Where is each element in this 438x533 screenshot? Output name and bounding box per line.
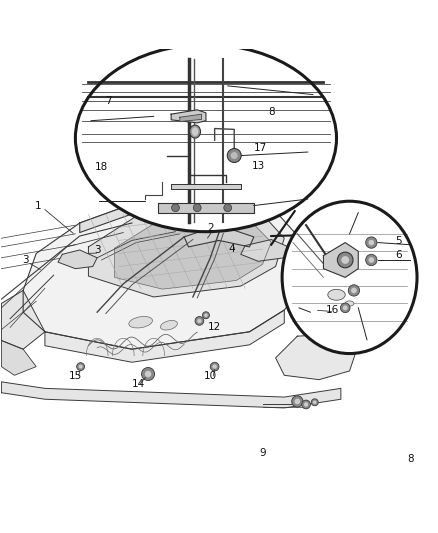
Ellipse shape <box>282 201 417 353</box>
Text: 13: 13 <box>251 161 265 172</box>
Circle shape <box>341 256 349 264</box>
Circle shape <box>302 400 311 409</box>
Circle shape <box>337 252 353 268</box>
Circle shape <box>202 312 209 319</box>
Text: 6: 6 <box>395 250 402 260</box>
Circle shape <box>197 319 201 323</box>
Polygon shape <box>158 203 254 213</box>
Circle shape <box>210 362 219 371</box>
Circle shape <box>304 402 308 407</box>
Polygon shape <box>1 290 45 349</box>
Circle shape <box>231 152 238 159</box>
Text: 3: 3 <box>94 245 100 255</box>
Polygon shape <box>184 225 254 247</box>
Text: 14: 14 <box>132 379 145 389</box>
Polygon shape <box>1 341 36 375</box>
Ellipse shape <box>192 127 198 136</box>
Text: 12: 12 <box>208 322 221 333</box>
Circle shape <box>204 313 208 317</box>
Circle shape <box>193 204 201 212</box>
Circle shape <box>79 365 82 368</box>
Ellipse shape <box>190 125 201 138</box>
Text: 4: 4 <box>229 244 235 254</box>
Circle shape <box>366 254 377 265</box>
Text: 17: 17 <box>254 143 267 153</box>
Circle shape <box>313 400 317 404</box>
Text: 16: 16 <box>325 305 339 315</box>
Polygon shape <box>58 250 97 269</box>
Polygon shape <box>171 110 206 123</box>
Polygon shape <box>241 239 289 261</box>
Circle shape <box>351 288 357 293</box>
Circle shape <box>77 362 85 370</box>
Text: 18: 18 <box>95 162 108 172</box>
Circle shape <box>145 371 151 377</box>
Circle shape <box>172 204 180 212</box>
Text: 15: 15 <box>69 371 82 381</box>
Ellipse shape <box>345 301 354 306</box>
Circle shape <box>348 285 360 296</box>
Text: 9: 9 <box>259 448 266 458</box>
Circle shape <box>340 303 350 313</box>
Polygon shape <box>23 193 306 349</box>
Text: 1: 1 <box>35 200 42 211</box>
Text: 8: 8 <box>268 107 275 117</box>
Circle shape <box>311 399 318 406</box>
Circle shape <box>368 257 374 263</box>
Polygon shape <box>80 193 241 232</box>
Text: 7: 7 <box>105 96 111 106</box>
Polygon shape <box>171 184 241 189</box>
Text: 10: 10 <box>204 371 217 381</box>
Polygon shape <box>323 243 358 277</box>
Polygon shape <box>45 310 284 362</box>
Circle shape <box>224 204 232 212</box>
Polygon shape <box>276 334 358 379</box>
Circle shape <box>292 396 303 407</box>
Polygon shape <box>88 204 284 297</box>
Polygon shape <box>115 215 271 289</box>
Circle shape <box>195 317 204 325</box>
Text: 8: 8 <box>407 454 414 464</box>
Ellipse shape <box>75 45 336 232</box>
Text: 3: 3 <box>22 255 28 265</box>
Ellipse shape <box>160 320 177 330</box>
Circle shape <box>294 399 300 404</box>
Circle shape <box>368 240 374 245</box>
Polygon shape <box>1 382 341 408</box>
Ellipse shape <box>129 317 152 328</box>
Polygon shape <box>180 114 201 122</box>
Circle shape <box>366 237 377 248</box>
Circle shape <box>141 367 155 381</box>
Text: 2: 2 <box>207 223 214 233</box>
Circle shape <box>212 365 217 369</box>
Circle shape <box>227 149 241 163</box>
Text: 5: 5 <box>395 236 402 246</box>
Ellipse shape <box>328 289 345 300</box>
Circle shape <box>343 305 348 310</box>
